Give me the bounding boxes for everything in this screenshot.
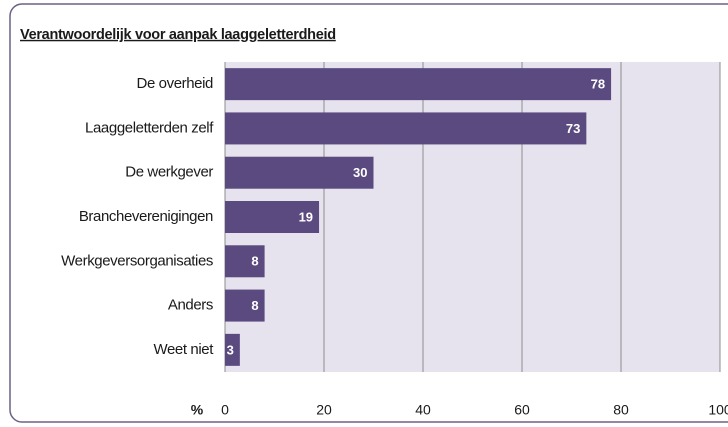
x-tick-label: 40 [415, 402, 431, 418]
y-tick-label: Anders [168, 297, 213, 314]
bar [225, 289, 265, 322]
data-label: 8 [251, 298, 258, 313]
x-tick-label: 0 [221, 402, 229, 418]
y-tick-label: De overheid [137, 75, 214, 92]
x-tick-label: 80 [613, 402, 629, 418]
y-tick-label: Laaggeletterden zelf [85, 119, 214, 136]
data-label: 78 [591, 77, 605, 92]
y-tick-label: Weet niet [154, 341, 215, 358]
x-tick-label: 20 [316, 402, 332, 418]
bar [225, 68, 612, 101]
bar [225, 245, 265, 278]
y-tick-label: Werkgeversorganisaties [61, 252, 213, 269]
x-tick-label: 60 [514, 402, 530, 418]
y-tick-label: Brancheverenigingen [79, 208, 213, 225]
x-axis-label: % [191, 402, 204, 418]
chart-title: Verantwoordelijk voor aanpak laaggelette… [20, 27, 336, 43]
data-label: 8 [251, 254, 258, 269]
y-tick-label: De werkgever [125, 164, 213, 181]
bar [225, 333, 240, 366]
bar [225, 112, 587, 145]
data-label: 3 [227, 342, 234, 357]
x-tick-label: 100 [708, 402, 728, 418]
bar [225, 201, 320, 233]
data-label: 30 [353, 165, 367, 180]
data-label: 19 [299, 209, 313, 224]
bar [225, 156, 374, 189]
data-label: 73 [566, 121, 580, 136]
